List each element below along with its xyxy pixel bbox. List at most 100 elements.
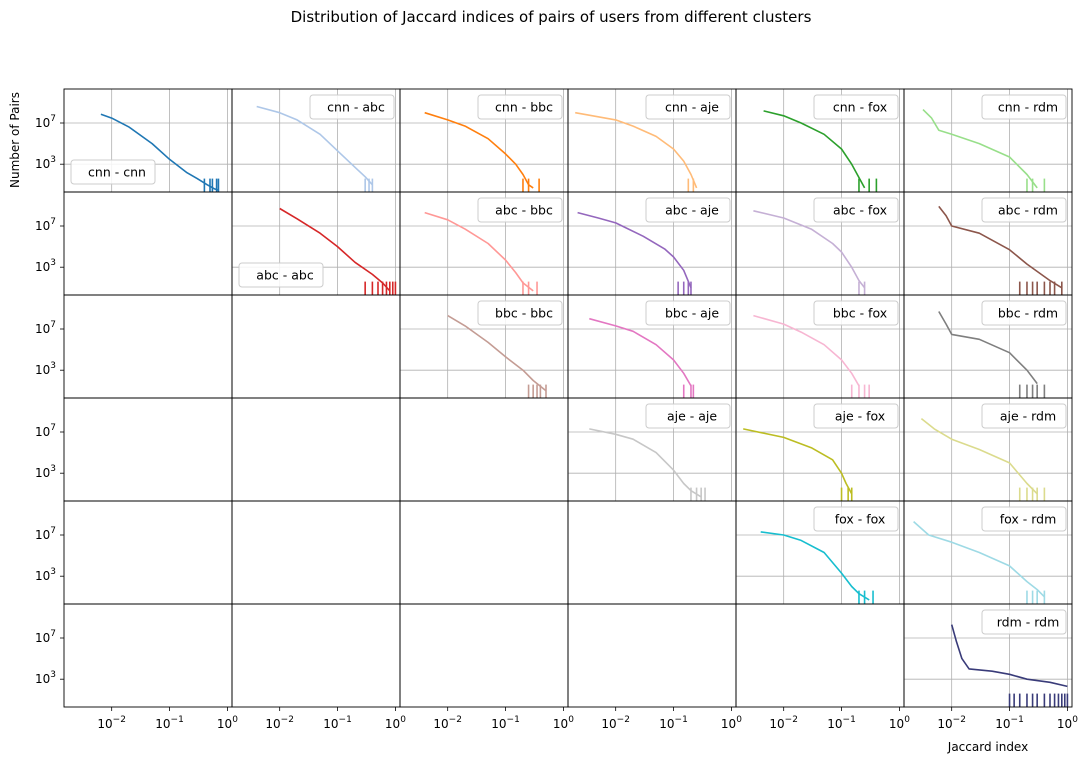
y-tick-label: 103 xyxy=(35,155,56,171)
legend: bbc - bbc xyxy=(477,300,563,326)
y-tick-label: 103 xyxy=(35,464,56,480)
legend: abc - rdm xyxy=(981,197,1067,223)
subplot-3-2 xyxy=(399,397,569,502)
series-line-bbc-aje xyxy=(589,317,692,387)
series-line-cnn-fox xyxy=(763,110,866,189)
subplot-frame xyxy=(231,603,401,708)
legend-label: rdm - rdm xyxy=(997,615,1060,630)
legend-label: cnn - aje xyxy=(665,100,719,115)
legend-box xyxy=(813,197,899,223)
legend-label: cnn - fox xyxy=(833,100,887,115)
subplot-0-3: cnn - aje xyxy=(567,88,737,193)
subplot-frame xyxy=(231,294,401,399)
legend-label: bbc - aje xyxy=(665,306,719,321)
subplot-1-2: abc - bbc xyxy=(399,191,569,296)
subplot-4-3 xyxy=(567,500,737,605)
x-tick-label: 10−1 xyxy=(827,715,856,731)
subplot-3-5: aje - rdm xyxy=(903,397,1073,502)
subplot-5-1: 10−2 10−1 100 xyxy=(231,603,406,731)
series-area xyxy=(100,113,220,192)
series-area xyxy=(577,211,692,295)
legend: abc - fox xyxy=(813,197,899,223)
legend-box xyxy=(645,403,731,429)
legend-box xyxy=(645,300,731,326)
series-area xyxy=(920,417,1046,501)
legend-box xyxy=(981,506,1067,532)
y-tick-label: 103 xyxy=(35,361,56,377)
legend-label: cnn - bbc xyxy=(495,100,553,115)
x-tick-label: 10−1 xyxy=(323,715,352,731)
series-area xyxy=(447,314,547,398)
subplot-2-0: 103 107 xyxy=(35,294,233,399)
x-tick-label: 10−2 xyxy=(97,715,126,731)
subplot-grid: cnn - cnn 103 107 cnn - abc cnn - bbc cnn - a… xyxy=(35,88,1078,731)
y-tick-label: 107 xyxy=(35,114,56,130)
series-area xyxy=(753,210,866,295)
legend-box xyxy=(238,262,324,288)
series-area xyxy=(922,109,1046,192)
series-area xyxy=(760,531,874,604)
subplot-1-0: 103 107 xyxy=(35,191,233,296)
legend: cnn - fox xyxy=(813,94,899,120)
x-tick-label: 10−1 xyxy=(155,715,184,731)
y-tick-label: 107 xyxy=(35,423,56,439)
series-line-cnn-abc xyxy=(256,105,373,186)
legend-label: abc - rdm xyxy=(998,203,1058,218)
x-tick-label: 100 xyxy=(721,715,742,731)
x-tick-label: 10−1 xyxy=(995,715,1024,731)
subplot-1-1: abc - abc xyxy=(231,191,401,296)
legend-box xyxy=(477,300,563,326)
chart-title: Distribution of Jaccard indices of pairs… xyxy=(291,8,812,26)
legend-label: cnn - abc xyxy=(327,100,385,115)
series-line-cnn-cnn xyxy=(100,113,219,191)
series-line-fox-fox xyxy=(760,531,870,601)
series-line-aje-rdm xyxy=(920,417,1038,495)
y-tick-label: 107 xyxy=(35,320,56,336)
subplot-5-0: 103 107 10−2 10−1 100 xyxy=(35,603,238,731)
x-tick-label: 10−2 xyxy=(769,715,798,731)
series-line-bbc-bbc xyxy=(447,314,547,392)
series-area xyxy=(279,207,397,295)
subplot-4-2 xyxy=(399,500,569,605)
subplot-frame xyxy=(567,603,737,708)
legend-box xyxy=(981,94,1067,120)
legend: abc - aje xyxy=(645,197,731,223)
legend: cnn - cnn xyxy=(70,159,156,185)
legend-box xyxy=(981,403,1067,429)
x-tick-label: 10−2 xyxy=(265,715,294,731)
series-area xyxy=(938,311,1046,398)
legend-label: abc - fox xyxy=(833,203,887,218)
legend: abc - bbc xyxy=(477,197,563,223)
series-line-cnn-rdm xyxy=(922,109,1038,189)
subplot-frame xyxy=(63,191,233,296)
legend-label: abc - abc xyxy=(256,268,314,283)
legend-box xyxy=(813,300,899,326)
series-line-cnn-aje xyxy=(575,111,698,189)
y-axis-label: Number of Pairs xyxy=(8,92,22,188)
x-tick-label: 100 xyxy=(1057,715,1078,731)
legend-label: cnn - cnn xyxy=(88,165,146,180)
subplot-2-5: bbc - rdm xyxy=(903,294,1073,399)
subplot-frame xyxy=(231,397,401,502)
series-area xyxy=(753,314,870,398)
subplot-2-1 xyxy=(231,294,401,399)
legend-box xyxy=(477,197,563,223)
x-tick-label: 100 xyxy=(889,715,910,731)
legend-box xyxy=(645,197,731,223)
legend: bbc - aje xyxy=(645,300,731,326)
legend-label: abc - aje xyxy=(665,203,719,218)
series-line-abc-abc xyxy=(279,207,391,292)
subplot-frame xyxy=(63,500,233,605)
series-area xyxy=(763,110,878,192)
subplot-5-5: rdm - rdm 10−2 10−1 100 xyxy=(903,603,1078,731)
legend-label: fox - rdm xyxy=(1000,512,1057,527)
legend: cnn - aje xyxy=(645,94,731,120)
series-line-abc-aje xyxy=(577,211,692,289)
y-tick-label: 103 xyxy=(35,670,56,686)
legend-box xyxy=(813,94,899,120)
legend: bbc - rdm xyxy=(981,300,1067,326)
subplot-3-0: 103 107 xyxy=(35,397,233,502)
subplot-frame xyxy=(399,500,569,605)
series-area xyxy=(256,105,374,192)
series-line-rdm-rdm xyxy=(950,624,1068,688)
